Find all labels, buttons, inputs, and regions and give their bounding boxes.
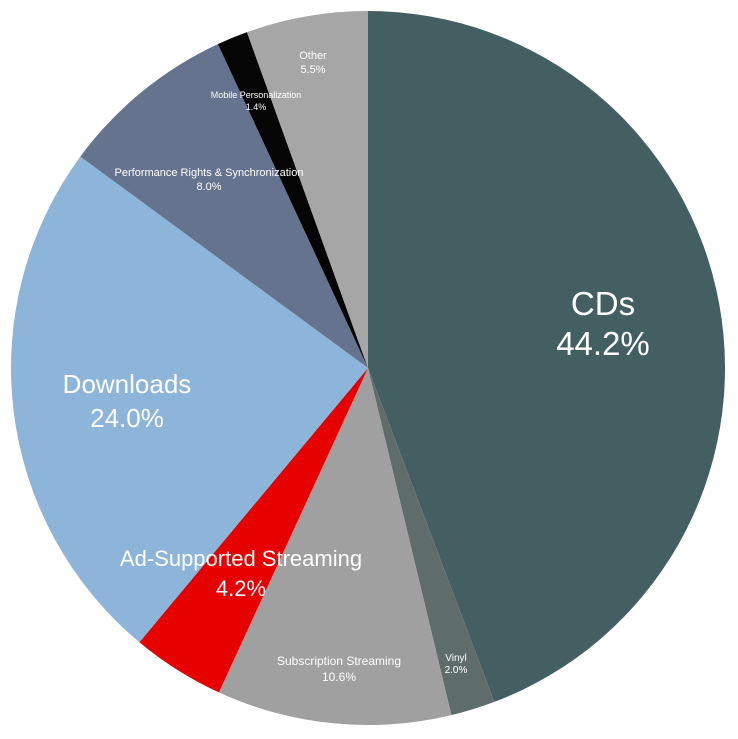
pie-slices: [11, 11, 726, 726]
label-cds: CDs 44.2%: [556, 285, 650, 362]
pie-slice-downloads: [11, 156, 369, 643]
pie-slice-performance-rights-synchronization: [80, 44, 368, 369]
label-ad-supported-streaming: Ad-Supported Streaming 4.2%: [120, 546, 362, 601]
label-vinyl: Vinyl 2.0%: [445, 653, 468, 676]
pie-slice-mobile-personalization: [217, 32, 368, 369]
label-other: Other 5.5%: [299, 50, 327, 76]
pie-slice-vinyl: [368, 368, 495, 716]
pie-slice-subscription-streaming: [218, 368, 452, 726]
label-downloads: Downloads 24.0%: [63, 369, 192, 433]
label-performance-rights: Performance Rights & Synchronization 8.0%: [115, 167, 304, 193]
label-subscription-streaming: Subscription Streaming 10.6%: [277, 654, 401, 684]
label-mobile-personalization: Mobile Personalization 1.4%: [211, 90, 302, 112]
pie-slice-ad-supported-streaming: [139, 368, 368, 693]
pie-slice-cds: [368, 11, 726, 702]
pie-slice-other: [246, 11, 368, 368]
